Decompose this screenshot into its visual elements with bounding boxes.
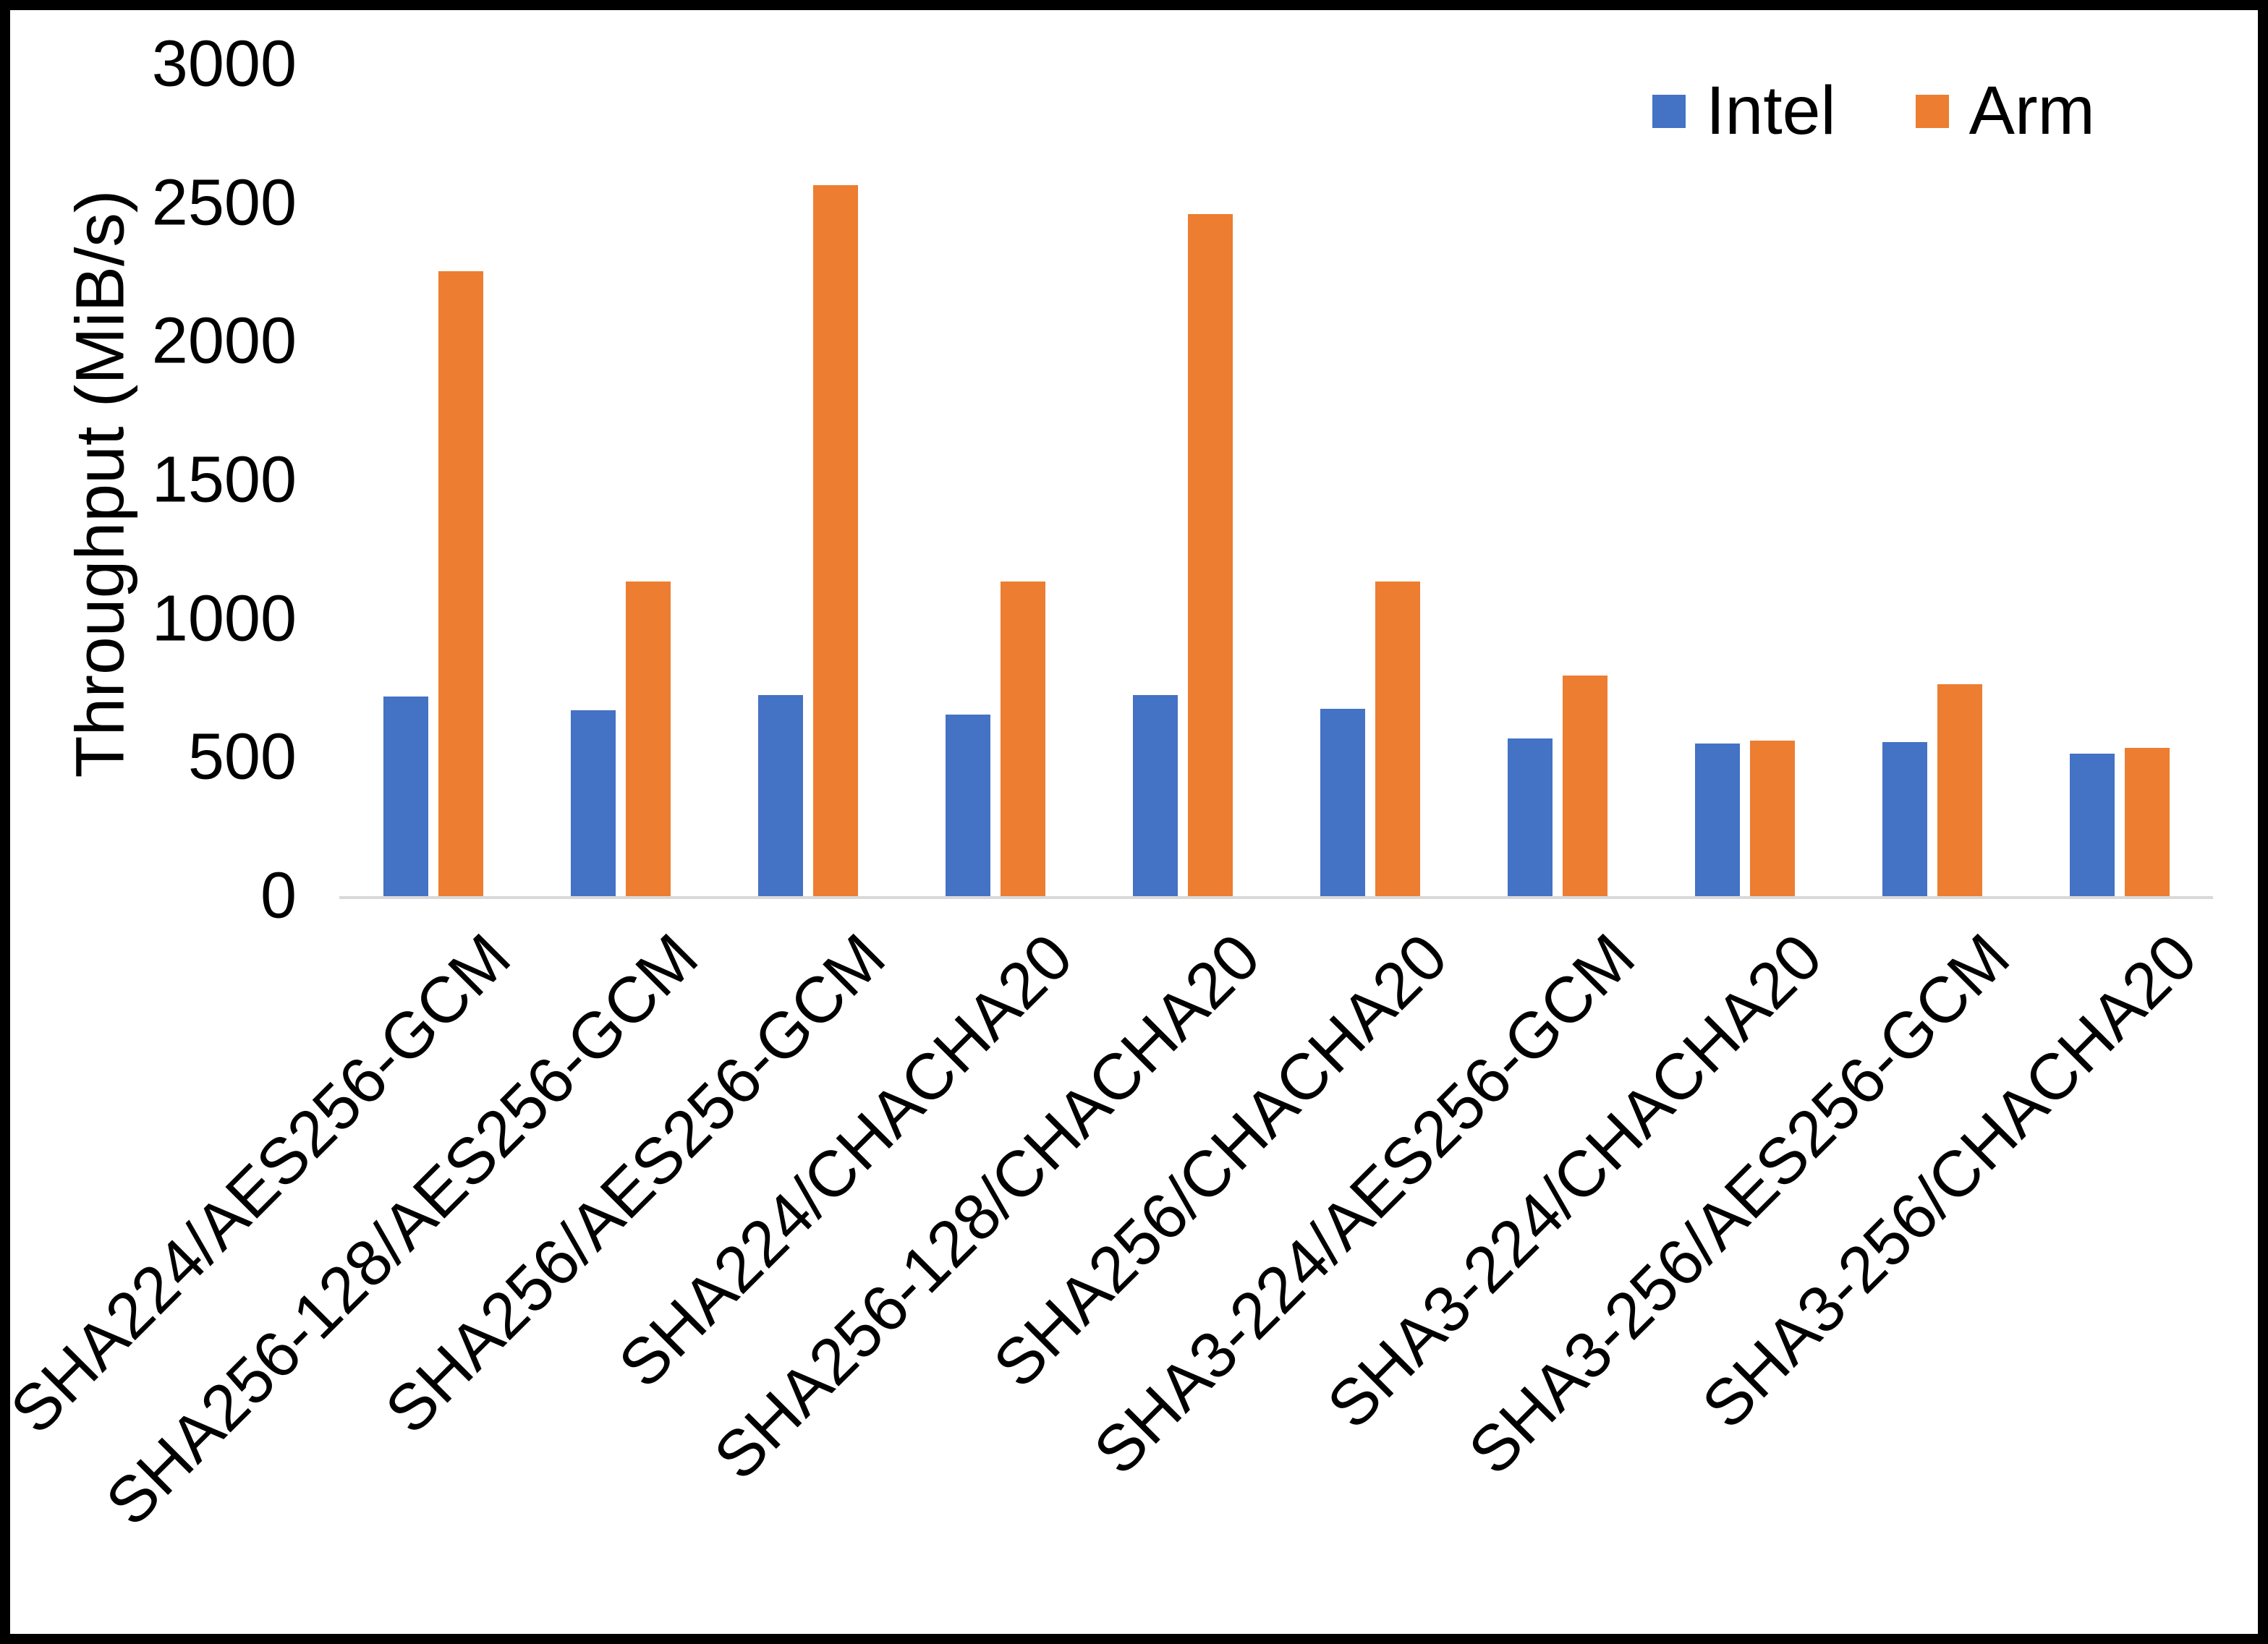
- bar-group: [1838, 64, 2026, 896]
- bar-group: [1276, 64, 1464, 896]
- bar-intel: [1882, 742, 1927, 896]
- x-axis-category-labels: SHA224/AES256-GCM SHA256-128/AES256-GCM SH…: [0, 10, 2258, 1634]
- legend-item-arm: Arm: [1915, 72, 2095, 150]
- bar-intel: [757, 695, 803, 896]
- bar-arm: [1562, 676, 1607, 896]
- bar-intel: [383, 697, 428, 896]
- bar-arm: [812, 184, 858, 896]
- bar-arm: [1749, 741, 1795, 896]
- y-axis-tick-labels: 0 500 1000 1500 2000 2500 3000: [10, 10, 2258, 1634]
- bar-group: [901, 64, 1089, 896]
- y-axis-tick-label: 500: [187, 720, 297, 793]
- legend-swatch-intel: [1652, 94, 1686, 128]
- x-axis-line: [339, 896, 2213, 899]
- bar-arm: [438, 271, 483, 896]
- bar-arm: [1937, 683, 1982, 896]
- legend-label: Intel: [1706, 72, 1836, 149]
- y-axis-tick-label: 0: [260, 859, 297, 932]
- bar-intel: [1507, 738, 1553, 896]
- y-axis-tick-label: 2000: [151, 304, 297, 378]
- legend-item-intel: Intel: [1652, 72, 1836, 150]
- y-axis-tick-label: 1000: [151, 582, 297, 655]
- bar-arm: [2124, 747, 2170, 896]
- plot-area: [10, 10, 2258, 1634]
- bar-group: [2026, 64, 2213, 896]
- legend-label: Arm: [1968, 72, 2095, 149]
- bar-group: [1651, 64, 1838, 896]
- y-axis-tick-label: 1500: [151, 443, 297, 516]
- legend-swatch-arm: [1915, 94, 1949, 128]
- bar-group: [1464, 64, 1651, 896]
- bar-intel: [2069, 753, 2115, 896]
- bar-group: [1089, 64, 1276, 896]
- bar-group: [339, 64, 527, 896]
- bar-intel: [570, 710, 616, 896]
- bar-arm: [1187, 214, 1233, 896]
- bar-arm: [1375, 581, 1420, 896]
- bar-group: [714, 64, 901, 896]
- y-axis-tick-label: 2500: [151, 166, 297, 239]
- bar-intel: [945, 714, 990, 896]
- legend: Intel Arm: [1652, 72, 2095, 150]
- bar-group: [527, 64, 714, 896]
- bar-arm: [625, 581, 671, 896]
- bar-intel: [1320, 709, 1365, 896]
- bar-arm: [1000, 581, 1045, 896]
- bar-intel: [1694, 744, 1740, 896]
- y-axis-tick-label: 3000: [151, 27, 297, 101]
- bar-intel: [1132, 695, 1178, 896]
